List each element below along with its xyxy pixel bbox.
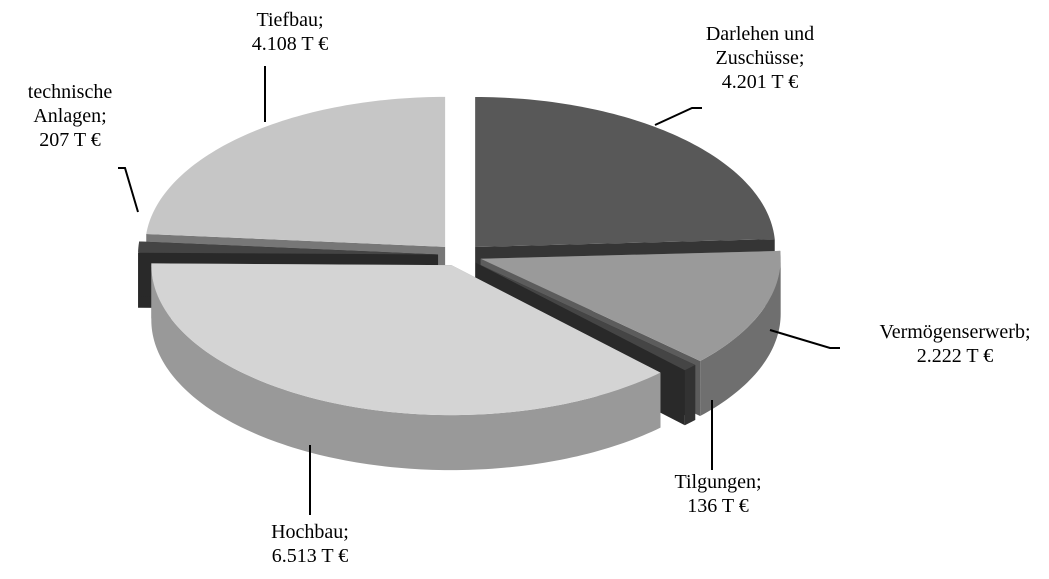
value-label: 2.222 T € xyxy=(840,344,1049,368)
category-label: technische Anlagen; xyxy=(10,80,130,128)
slice-side xyxy=(684,364,696,426)
slice-side xyxy=(151,265,661,471)
data-label: Tiefbau; 4.108 T € xyxy=(220,8,360,56)
category-label: Hochbau; xyxy=(240,520,380,544)
data-label: Tilgungen; 136 T € xyxy=(648,470,788,518)
data-label: Darlehen und Zuschüsse; 4.201 T € xyxy=(685,22,835,94)
slice-top xyxy=(480,250,781,362)
data-label: technische Anlagen; 207 T € xyxy=(10,80,130,152)
slice-top xyxy=(138,241,439,255)
category-label: Tilgungen; xyxy=(648,470,788,494)
value-label: 136 T € xyxy=(648,494,788,518)
data-label: Hochbau; 6.513 T € xyxy=(240,520,380,568)
slice-top xyxy=(475,262,696,371)
category-label: Tiefbau; xyxy=(220,8,360,32)
slice xyxy=(151,263,661,471)
leader-line xyxy=(118,167,139,213)
leader-line xyxy=(769,329,850,349)
slice-top xyxy=(475,97,775,248)
slice-top xyxy=(146,96,446,247)
category-label: Darlehen und Zuschüsse; xyxy=(685,22,835,70)
category-label: Vermögenserwerb; xyxy=(840,320,1049,344)
slices xyxy=(138,96,781,471)
leader-line xyxy=(654,107,702,126)
value-label: 207 T € xyxy=(10,128,130,152)
value-label: 4.108 T € xyxy=(220,32,360,56)
slice-side xyxy=(700,258,781,417)
value-label: 6.513 T € xyxy=(240,544,380,568)
value-label: 4.201 T € xyxy=(685,70,835,94)
slice-top xyxy=(151,263,661,416)
data-label: Vermögenserwerb; 2.222 T € xyxy=(840,320,1049,368)
